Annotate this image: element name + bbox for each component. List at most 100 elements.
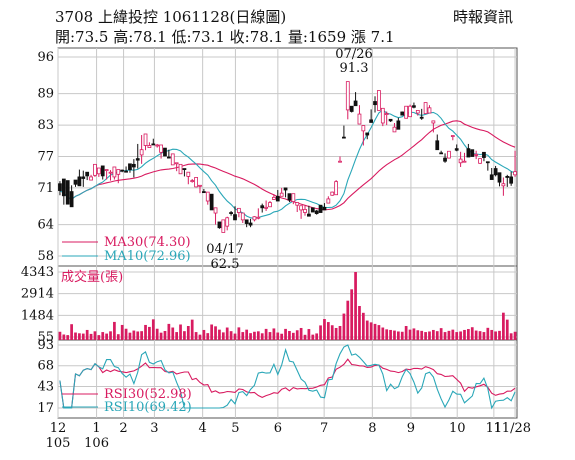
candle-body	[170, 153, 175, 166]
candlestick	[419, 108, 424, 120]
candlestick	[450, 135, 455, 141]
candle-body	[338, 160, 342, 163]
candle-body	[384, 113, 389, 116]
candlestick	[236, 207, 241, 218]
volume-bar	[194, 332, 198, 340]
candle-body	[314, 210, 319, 214]
candlestick	[182, 168, 187, 177]
candlestick	[415, 110, 420, 116]
volume-bar	[420, 330, 424, 340]
x-tick-label: 11	[486, 421, 503, 436]
volume-bar	[163, 331, 167, 340]
volume-bar	[268, 332, 272, 340]
candlestick	[509, 171, 514, 186]
candle-body	[194, 177, 198, 188]
volume-bar	[396, 331, 400, 340]
candlestick	[166, 149, 171, 159]
candle-body	[462, 160, 467, 163]
candle-body	[513, 171, 517, 176]
volume-bar	[509, 333, 513, 340]
candlestick	[256, 208, 261, 220]
volume-bar	[206, 333, 210, 340]
candlestick	[65, 180, 70, 205]
x-tick-label: 1	[92, 421, 100, 436]
candlestick	[388, 118, 393, 122]
candle-body	[139, 149, 144, 156]
candlestick	[178, 163, 183, 175]
candle-body	[377, 90, 381, 111]
candlestick	[201, 188, 206, 194]
candle-body	[439, 152, 444, 155]
candlestick	[369, 109, 374, 123]
candle-body	[380, 107, 385, 124]
volume-bar	[311, 334, 315, 340]
candle-body	[470, 149, 475, 157]
volume-bar	[190, 319, 194, 340]
candlestick	[307, 205, 311, 217]
candlestick	[349, 105, 354, 113]
volume-bar	[463, 329, 466, 340]
candle-body	[307, 213, 311, 217]
volume-bar	[486, 327, 490, 340]
rsi-tick-label: 93	[37, 338, 54, 353]
candlestick	[310, 207, 315, 213]
x-tick-label: 2	[119, 421, 127, 436]
volume-bar	[136, 331, 140, 340]
price-legend-label: MA30(74.30)	[104, 235, 191, 250]
candle-body	[143, 133, 148, 146]
volume-bar	[85, 329, 89, 340]
candle-body	[404, 105, 409, 119]
volume-bar	[295, 330, 299, 340]
price-tick-label: 96	[37, 50, 54, 65]
candlestick	[392, 122, 397, 133]
volume-bar	[225, 327, 229, 340]
candle-body	[155, 144, 160, 147]
volume-bar	[272, 328, 276, 340]
candle-body	[287, 193, 292, 201]
volume-bar	[443, 332, 447, 340]
candle-body	[493, 168, 498, 176]
volume-tick-label: 55	[37, 330, 54, 345]
candle-body	[458, 158, 463, 164]
candle-body	[334, 181, 339, 196]
price-tick-label: 71	[37, 181, 54, 196]
price-tick-label: 64	[37, 218, 54, 233]
volume-bar	[97, 335, 101, 340]
candlestick	[295, 202, 300, 213]
volume-bar	[470, 327, 474, 340]
candlestick	[345, 81, 350, 120]
candlestick	[151, 138, 156, 146]
rsi10-line	[59, 344, 516, 410]
candle-body	[120, 169, 125, 172]
candlestick	[112, 166, 117, 180]
candlestick	[431, 120, 436, 133]
volume-bar	[260, 333, 264, 340]
candle-body	[443, 157, 447, 162]
volume-bar	[249, 333, 252, 340]
volume-bar	[365, 320, 369, 340]
candlestick	[454, 144, 459, 152]
candlestick	[287, 193, 292, 203]
volume-bar	[358, 306, 361, 340]
volume-bar	[288, 331, 291, 340]
candle-body	[326, 198, 331, 204]
price-tick-label: 77	[37, 150, 54, 165]
volume-bar	[183, 331, 186, 340]
price-tick-label: 58	[37, 249, 54, 264]
candlestick	[209, 193, 214, 211]
candle-body	[77, 176, 82, 187]
volume-bar	[319, 325, 322, 340]
candle-body	[427, 107, 432, 114]
candle-body	[299, 205, 303, 211]
candle-body	[365, 132, 370, 136]
volume-bar	[245, 329, 249, 340]
candle-body	[279, 192, 284, 197]
candlestick	[205, 191, 210, 205]
volume-bar	[101, 332, 105, 340]
volume-bar	[451, 329, 455, 340]
candle-body	[100, 165, 105, 177]
candle-body	[178, 163, 183, 175]
candlestick	[233, 206, 237, 221]
candlestick	[380, 107, 385, 127]
